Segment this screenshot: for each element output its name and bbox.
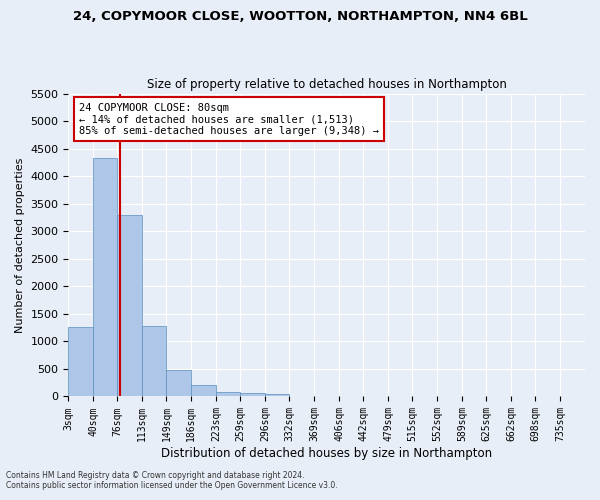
Bar [118,214,142,396]
Bar [191,385,216,396]
Bar [68,327,93,396]
Text: 24, COPYMOOR CLOSE, WOOTTON, NORTHAMPTON, NN4 6BL: 24, COPYMOOR CLOSE, WOOTTON, NORTHAMPTON… [73,10,527,23]
Text: Contains HM Land Registry data © Crown copyright and database right 2024.
Contai: Contains HM Land Registry data © Crown c… [6,470,338,490]
Bar [241,393,265,396]
Text: 24 COPYMOOR CLOSE: 80sqm
← 14% of detached houses are smaller (1,513)
85% of sem: 24 COPYMOOR CLOSE: 80sqm ← 14% of detach… [79,102,379,136]
Bar [265,394,289,396]
Bar [142,326,166,396]
Y-axis label: Number of detached properties: Number of detached properties [15,158,25,332]
Title: Size of property relative to detached houses in Northampton: Size of property relative to detached ho… [147,78,506,91]
Bar [93,158,118,396]
X-axis label: Distribution of detached houses by size in Northampton: Distribution of detached houses by size … [161,447,492,460]
Bar [166,370,191,396]
Bar [216,392,241,396]
